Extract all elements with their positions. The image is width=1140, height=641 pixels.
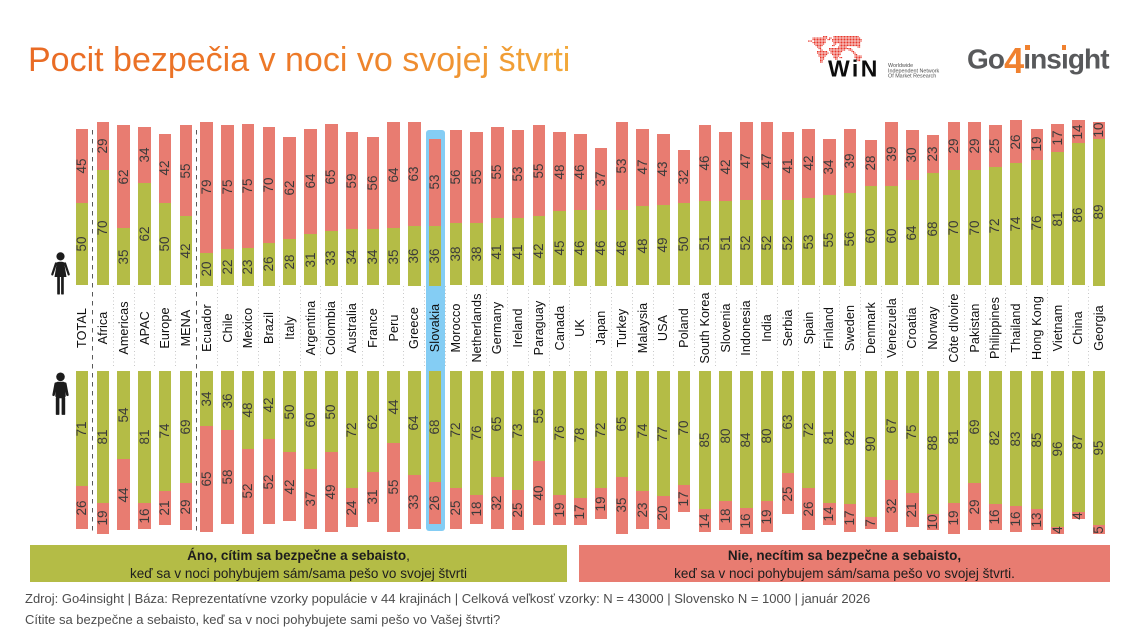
svg-text:Of Market Research: Of Market Research xyxy=(888,74,936,80)
svg-text:Independent Network: Independent Network xyxy=(888,68,940,74)
svg-text:Worldwide: Worldwide xyxy=(888,63,913,69)
svg-text:WiN: WiN xyxy=(828,56,880,82)
